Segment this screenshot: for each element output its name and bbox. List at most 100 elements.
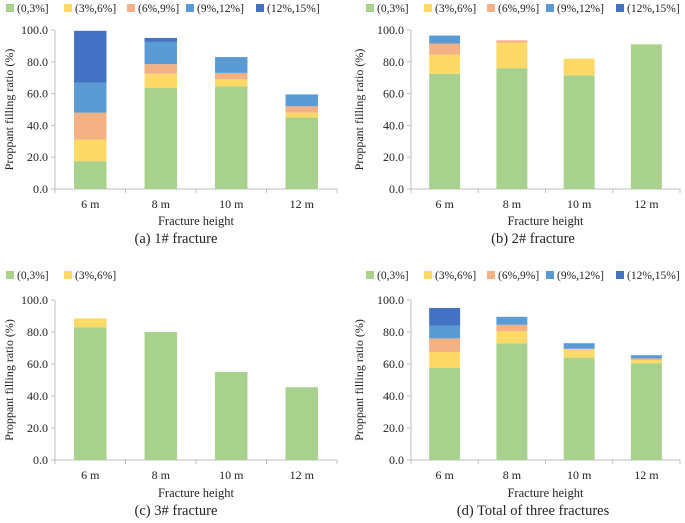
y-tick-label: 0.0 [389, 453, 404, 467]
legend-swatch [256, 4, 264, 12]
bar-segment [630, 44, 662, 190]
bar-segment [429, 338, 461, 352]
bar-segment [496, 316, 528, 325]
chart-panel-1: (0,3%] (3%,6%] (6%,9%] (9%,12%] (12%,15%] 0.0… [2, 3, 338, 247]
legend-swatch [366, 4, 374, 12]
x-tick-label: 6 m [81, 197, 100, 211]
bar-segment [429, 325, 461, 339]
bar-segment [496, 324, 528, 332]
y-axis-title: Proppant filling ratio (%) [352, 319, 366, 441]
legend-swatch [546, 271, 554, 279]
bar-segment [74, 327, 107, 460]
bar-segment [74, 161, 107, 189]
y-tick-label: 0.0 [33, 453, 48, 467]
legend-label: (3%,6%] [75, 270, 116, 282]
bar-segment [429, 352, 461, 368]
x-axis-title: Fracture height [507, 214, 584, 228]
x-axis-title: Fracture height [158, 486, 235, 500]
x-axis-title: Fracture height [158, 214, 235, 228]
legend-swatch [6, 271, 14, 279]
y-tick-label: 20.0 [27, 421, 48, 435]
y-tick-label: 0.0 [33, 182, 48, 196]
bar-segment [144, 64, 177, 74]
x-tick-label: 10 m [567, 197, 592, 211]
bar-segment [563, 343, 595, 349]
bar-segment [630, 363, 662, 460]
legend: (0,3%] (3%,6%] (6%,9%] (9%,12%] (12%,15%] [366, 3, 680, 15]
x-tick-label: 8 m [503, 197, 522, 211]
bar-segment [285, 117, 318, 189]
x-axis: 6 m 8 m 10 m 12 m Fracture height [410, 188, 681, 228]
y-tick-label: 100.0 [21, 23, 48, 37]
bar-segment [215, 57, 248, 73]
x-tick-label: 6 m [435, 197, 454, 211]
legend-swatch [546, 4, 554, 12]
legend-label: (6%,9%] [498, 270, 539, 282]
legend-swatch [616, 271, 624, 279]
bar-segment [630, 355, 662, 359]
legend-swatch [366, 271, 374, 279]
y-tick-label: 0.0 [389, 182, 404, 196]
y-tick-label: 20.0 [383, 421, 404, 435]
legend: (0,3%] (3%,6%] (6%,9%] (9%,12%] (12%,15%] [6, 3, 320, 15]
legend-label: (12%,15%] [627, 3, 680, 15]
bars [429, 35, 662, 190]
y-tick-label: 100.0 [377, 23, 404, 37]
y-tick-label: 40.0 [383, 118, 404, 132]
bar-segment [496, 42, 528, 69]
legend-label: (0,3%] [377, 3, 409, 15]
legend-swatch [487, 4, 495, 12]
chart-caption: (c) 3# fracture [135, 503, 218, 519]
bars [429, 308, 662, 460]
y-axis-title: Proppant filling ratio (%) [2, 319, 16, 441]
bar-segment [429, 368, 461, 460]
x-tick-label: 8 m [503, 468, 522, 482]
chart-caption: (b) 2# fracture [491, 231, 575, 247]
x-tick-label: 8 m [152, 468, 171, 482]
chart-caption: (a) 1# fracture [135, 231, 218, 247]
bar-segment [496, 68, 528, 189]
y-tick-label: 60.0 [27, 357, 48, 371]
bar-segment [285, 106, 318, 113]
bar-segment [429, 73, 461, 189]
legend-swatch [424, 271, 432, 279]
x-tick-label: 10 m [567, 468, 592, 482]
bar-segment [429, 308, 461, 326]
bar-segment [144, 73, 177, 89]
bar-segment [74, 139, 107, 162]
legend-label: (3%,6%] [435, 3, 476, 15]
y-tick-label: 80.0 [27, 325, 48, 339]
bar-segment [429, 35, 461, 44]
y-tick-label: 40.0 [383, 389, 404, 403]
legend-swatch [64, 4, 72, 12]
x-tick-label: 12 m [290, 468, 315, 482]
legend-label: (3%,6%] [75, 3, 116, 15]
bar-segment [429, 54, 461, 74]
y-tick-label: 60.0 [383, 87, 404, 101]
bar-segment [215, 79, 248, 87]
chart-panel-4: (0,3%] (3%,6%] (6%,9%] (9%,12%] (12%,15%] 0.0… [352, 270, 681, 519]
legend-label: (9%,12%] [557, 3, 604, 15]
bar-segment [215, 372, 248, 460]
legend-swatch [186, 4, 194, 12]
y-tick-label: 20.0 [27, 150, 48, 164]
y-axis-title: Proppant filling ratio (%) [2, 49, 16, 171]
bars [74, 318, 318, 460]
legend: (0,3%] (3%,6%] (6%,9%] (9%,12%] (12%,15%] [366, 270, 680, 282]
bars [74, 30, 318, 189]
bar-segment [563, 58, 595, 76]
bar-segment [496, 331, 528, 344]
bar-segment [285, 387, 318, 460]
bar-segment [74, 112, 107, 140]
bar-segment [74, 82, 107, 113]
y-tick-label: 80.0 [27, 55, 48, 69]
bar-segment [144, 41, 177, 65]
x-axis: 6 m 8 m 10 m 12 m Fracture height [54, 188, 338, 228]
chart-panel-3: (0,3%] (3%,6%] 0.0 20.0 40.0 60.0 80.0 100.0 Pro… [2, 270, 338, 519]
bar-segment [563, 357, 595, 460]
legend-label: (12%,15%] [267, 3, 320, 15]
y-tick-label: 40.0 [27, 389, 48, 403]
legend-label: (0,3%] [377, 270, 409, 282]
legend-label: (6%,9%] [498, 3, 539, 15]
